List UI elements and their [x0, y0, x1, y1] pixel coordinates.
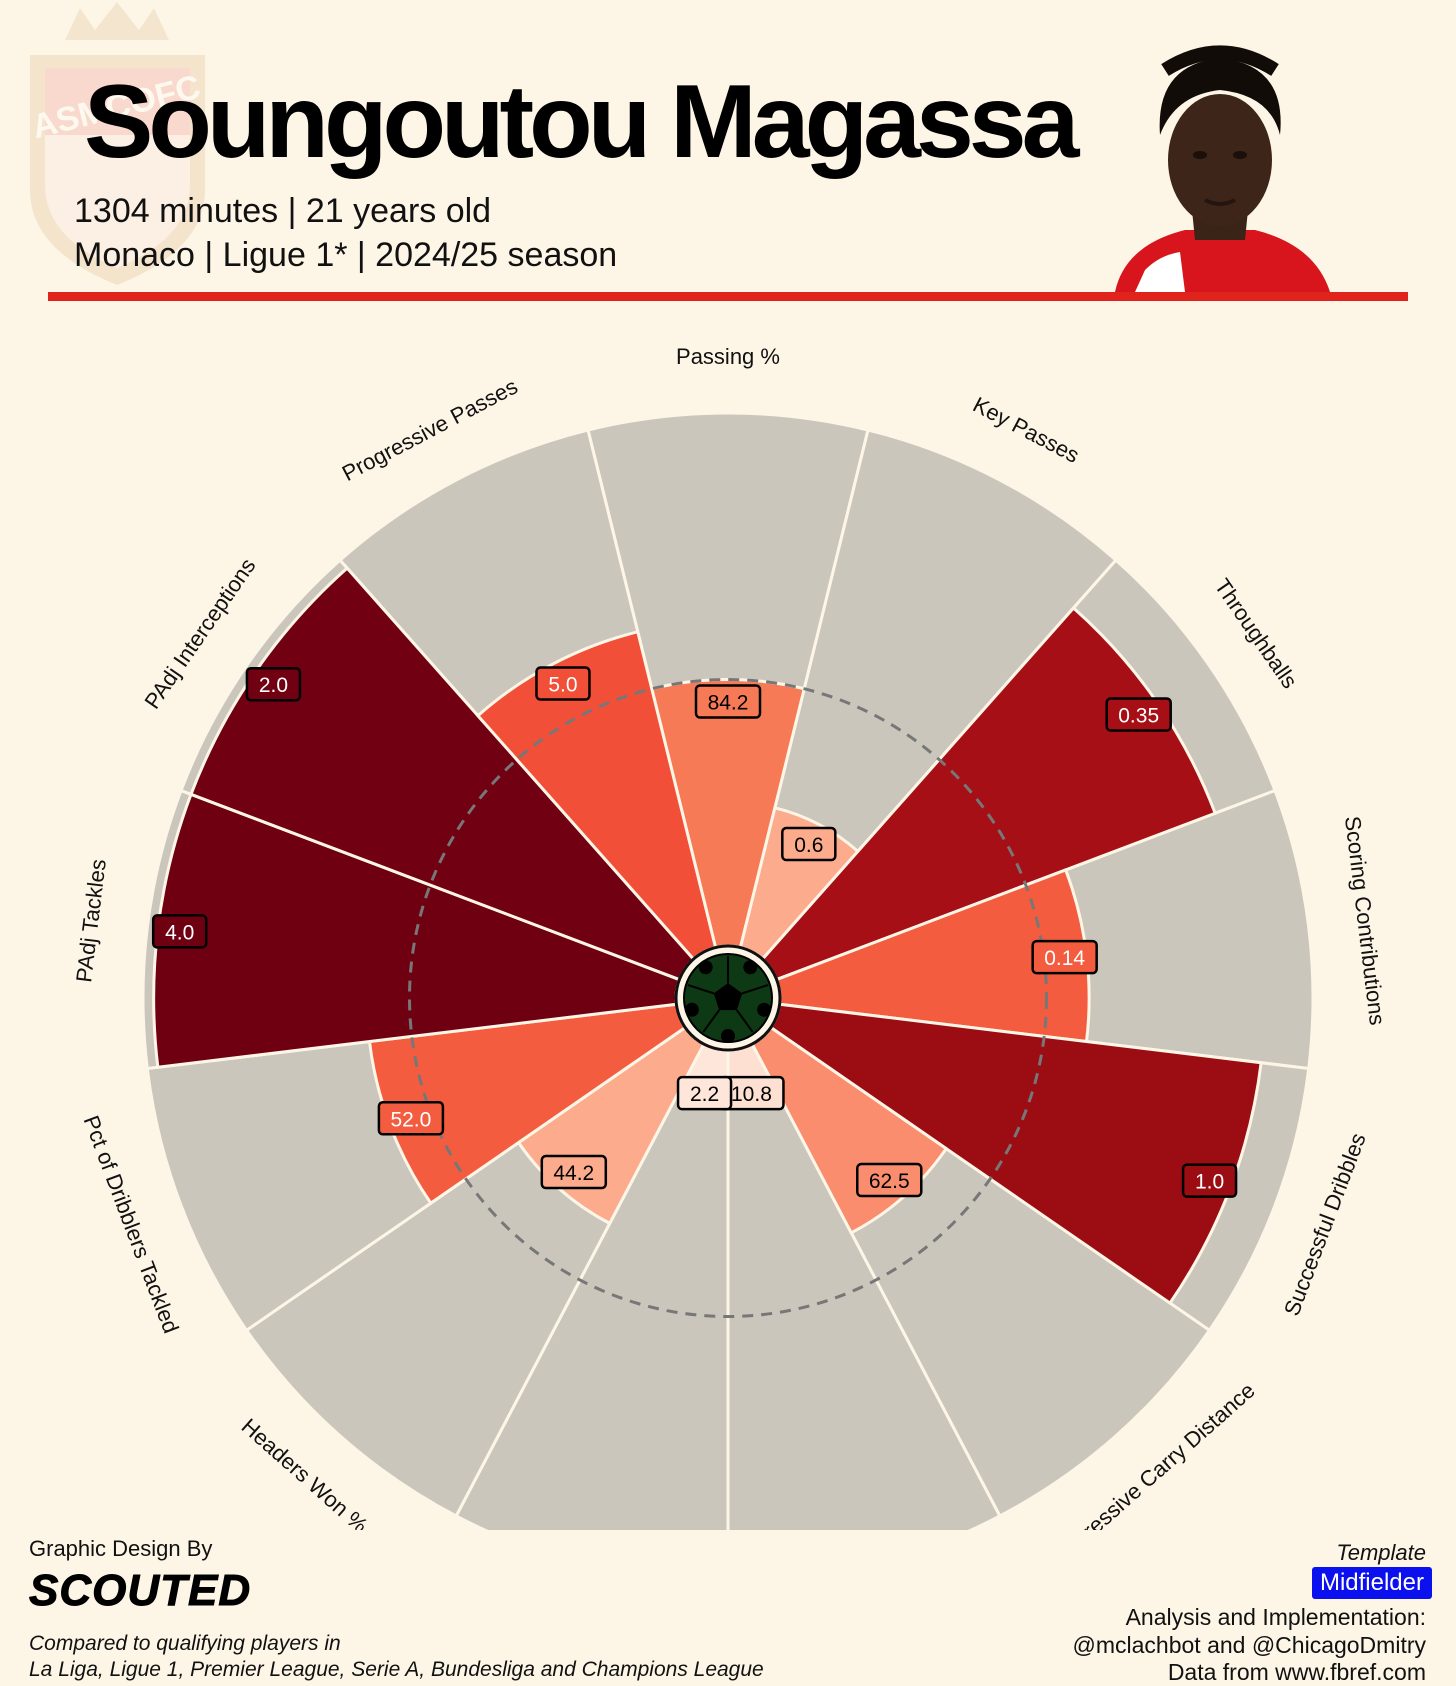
- value-label-text: 0.14: [1044, 947, 1085, 970]
- value-label: 1.0: [1181, 1163, 1238, 1198]
- value-label-box: [1181, 1163, 1238, 1198]
- template-label: Template: [1336, 1540, 1426, 1565]
- value-label-box: [245, 666, 302, 702]
- value-label-text: 2.2: [690, 1083, 719, 1106]
- value-label-text: 4.0: [165, 921, 194, 944]
- value-label-box: [535, 666, 591, 701]
- value-label: 52.0: [377, 1101, 445, 1136]
- value-label-text: 84.2: [708, 692, 749, 715]
- pizza-chart: 84.2 0.6 0.35 0.14 1.0 62.5 10.8 2.2 44.2 52.0 4.0…: [71, 344, 1390, 1530]
- value-label-text: 0.6: [794, 834, 823, 857]
- value-label: 84.2: [694, 684, 762, 719]
- value-label: 2.0: [245, 666, 302, 702]
- value-label-box: [781, 826, 837, 862]
- value-label: 44.2: [540, 1154, 608, 1190]
- category-label: Passing %: [676, 344, 780, 369]
- value-label-box: [676, 1075, 733, 1111]
- player-photo: [1115, 45, 1330, 292]
- value-label-box: [540, 1154, 608, 1190]
- category-label: Throughballs: [1210, 574, 1303, 693]
- value-label-box: [856, 1162, 923, 1198]
- value-label: 0.6: [781, 826, 837, 862]
- value-label-box: [1031, 939, 1098, 975]
- value-label-box: [694, 684, 762, 719]
- design-credit-label: Graphic Design By: [29, 1536, 213, 1561]
- comparison-note-line2: La Liga, Ligue 1, Premier League, Serie …: [29, 1658, 764, 1681]
- value-label: 5.0: [535, 666, 591, 701]
- analysis-credit-line1: Analysis and Implementation:: [1125, 1604, 1426, 1630]
- value-label-text: 62.5: [869, 1170, 910, 1193]
- category-label: Scoring Contributions: [1340, 815, 1390, 1027]
- football-icon: [674, 944, 782, 1052]
- player-minutes-age: 1304 minutes | 21 years old: [74, 192, 492, 230]
- asm-crest-logo: ASMCOFC: [28, 2, 205, 285]
- template-badge: Midfielder: [1311, 1567, 1432, 1599]
- data-source: Data from www.fbref.com: [1167, 1659, 1426, 1685]
- category-label: PAdj Tackles: [71, 858, 111, 984]
- value-label-text: 44.2: [553, 1162, 594, 1185]
- player-name: Soungoutou Magassa: [84, 64, 1079, 180]
- value-label-text: 1.0: [1195, 1171, 1224, 1194]
- value-label-text: 52.0: [390, 1108, 431, 1131]
- value-label-box: [151, 914, 208, 949]
- player-team-league-season: Monaco | Ligue 1* | 2024/25 season: [74, 236, 618, 274]
- value-label-text: 5.0: [548, 674, 577, 697]
- value-label-box: [377, 1101, 445, 1136]
- comparison-note-line1: Compared to qualifying players in: [29, 1632, 341, 1655]
- value-label-text: 10.8: [731, 1083, 772, 1106]
- value-label: 62.5: [856, 1162, 923, 1198]
- category-label: Successful Dribbles: [1279, 1130, 1371, 1319]
- value-label: 4.0: [151, 914, 208, 949]
- header-divider: [48, 292, 1408, 301]
- value-label-text: 0.35: [1118, 705, 1159, 728]
- value-label: 0.35: [1105, 697, 1172, 732]
- value-label: 0.14: [1031, 939, 1098, 975]
- value-label-text: 2.0: [259, 674, 288, 697]
- analysis-credit-line2: @mclachbot and @ChicagoDmitry: [1072, 1632, 1427, 1658]
- scouted-logo: SCOUTED: [28, 1566, 252, 1616]
- category-label: Key Passes: [969, 392, 1083, 468]
- reference-ring: [408, 678, 1048, 1318]
- value-label: 2.2: [676, 1075, 733, 1111]
- value-label-box: [1105, 697, 1172, 732]
- value-label: 10.8: [718, 1075, 785, 1111]
